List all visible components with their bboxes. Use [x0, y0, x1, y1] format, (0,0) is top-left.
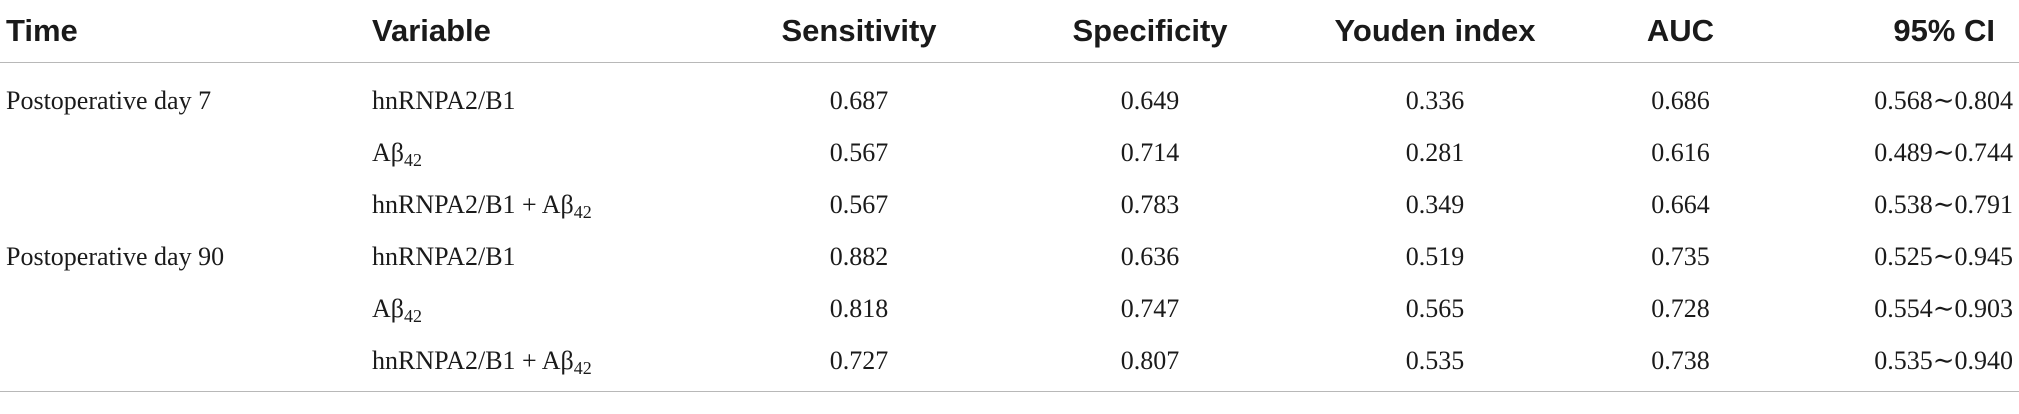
youden-cell: 0.565 [1405, 294, 1465, 323]
ci-cell: 0.535∼0.940 [1775, 335, 2019, 392]
variable-cell: Aβ42 [372, 127, 702, 179]
variable-name: Aβ [372, 294, 405, 323]
sensitivity-cell: 0.818 [829, 294, 889, 323]
variable-subscript: 42 [573, 202, 592, 222]
variable-cell: hnRNPA2/B1 [372, 231, 702, 283]
variable-subscript: 42 [573, 358, 592, 378]
table-row: hnRNPA2/B1 + Aβ42 0.727 0.807 0.535 0.73… [0, 335, 2019, 392]
specificity-cell: 0.783 [1120, 190, 1180, 219]
auc-cell: 0.728 [1651, 294, 1710, 323]
table-header: Time Variable Sensitivity Specificity Yo… [0, 0, 2019, 63]
sensitivity-cell: 0.567 [829, 190, 889, 219]
header-sensitivity: Sensitivity [702, 0, 1016, 63]
youden-cell: 0.535 [1284, 335, 1586, 392]
header-row: Time Variable Sensitivity Specificity Yo… [0, 0, 2019, 63]
sensitivity-cell: 0.687 [829, 86, 889, 115]
variable-name: hnRNPA2/B1 [372, 86, 516, 115]
header-youden-index: Youden index [1284, 0, 1586, 63]
variable-name: hnRNPA2/B1 [372, 242, 516, 271]
time-cell [0, 283, 372, 335]
variable-cell: hnRNPA2/B1 + Aβ42 [372, 179, 702, 231]
specificity-cell: 0.636 [1120, 242, 1180, 271]
sensitivity-cell: 0.567 [829, 138, 889, 167]
table-body: Postoperative day 7 hnRNPA2/B1 0.687 0.6… [0, 63, 2019, 392]
time-cell [0, 335, 372, 392]
youden-cell: 0.349 [1405, 190, 1465, 219]
auc-cell: 0.616 [1651, 138, 1710, 167]
header-time: Time [0, 0, 372, 63]
specificity-cell: 0.714 [1120, 138, 1180, 167]
sensitivity-cell: 0.727 [702, 335, 1016, 392]
time-cell [0, 127, 372, 179]
ci-cell: 0.568∼0.804 [1874, 86, 2013, 115]
header-95-ci: 95% CI [1775, 0, 2019, 63]
sensitivity-cell: 0.882 [829, 242, 889, 271]
table-row: Aβ42 0.567 0.714 0.281 0.616 0.489∼0.744 [0, 127, 2019, 179]
variable-cell: Aβ42 [372, 283, 702, 335]
youden-cell: 0.336 [1405, 86, 1465, 115]
variable-subscript: 42 [404, 150, 423, 170]
table-row: Aβ42 0.818 0.747 0.565 0.728 0.554∼0.903 [0, 283, 2019, 335]
header-auc: AUC [1586, 0, 1775, 63]
table-row: Postoperative day 7 hnRNPA2/B1 0.687 0.6… [0, 63, 2019, 128]
specificity-cell: 0.649 [1120, 86, 1180, 115]
variable-name: hnRNPA2/B1 + Aβ [372, 346, 574, 375]
table-row: Postoperative day 90 hnRNPA2/B1 0.882 0.… [0, 231, 2019, 283]
time-cell: Postoperative day 7 [6, 86, 212, 115]
variable-subscript: 42 [404, 306, 423, 326]
variable-name: hnRNPA2/B1 + Aβ [372, 190, 574, 219]
auc-cell: 0.738 [1586, 335, 1775, 392]
header-variable: Variable [372, 0, 702, 63]
ci-cell: 0.554∼0.903 [1874, 294, 2013, 323]
header-specificity: Specificity [1016, 0, 1284, 63]
ci-cell: 0.538∼0.791 [1874, 190, 2013, 219]
auc-cell: 0.664 [1651, 190, 1710, 219]
ci-cell: 0.489∼0.744 [1874, 138, 2013, 167]
variable-cell: hnRNPA2/B1 [372, 63, 702, 128]
roc-results-table: Time Variable Sensitivity Specificity Yo… [0, 0, 2019, 392]
variable-cell: hnRNPA2/B1 + Aβ42 [372, 335, 702, 392]
time-cell [0, 179, 372, 231]
youden-cell: 0.281 [1405, 138, 1465, 167]
specificity-cell: 0.807 [1016, 335, 1284, 392]
auc-cell: 0.686 [1651, 86, 1710, 115]
auc-cell: 0.735 [1651, 242, 1710, 271]
table-row: hnRNPA2/B1 + Aβ42 0.567 0.783 0.349 0.66… [0, 179, 2019, 231]
time-cell: Postoperative day 90 [6, 242, 225, 271]
specificity-cell: 0.747 [1120, 294, 1180, 323]
variable-name: Aβ [372, 138, 405, 167]
ci-cell: 0.525∼0.945 [1874, 242, 2013, 271]
youden-cell: 0.519 [1405, 242, 1465, 271]
